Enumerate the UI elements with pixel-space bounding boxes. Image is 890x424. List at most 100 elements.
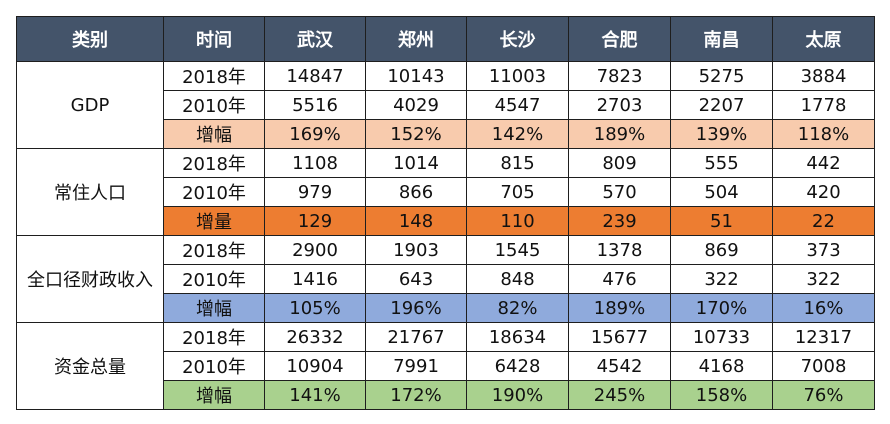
value-cell: 1545 — [466, 235, 569, 265]
growth-row: 增幅 169% 152% 142% 189% 139% 118% — [17, 119, 875, 149]
value-cell: 555 — [670, 148, 773, 178]
value-cell: 848 — [466, 264, 569, 294]
period-cell: 2018年 — [163, 148, 265, 178]
value-cell: 5516 — [264, 90, 366, 120]
growth-cell: 139% — [670, 119, 773, 149]
growth-cell: 190% — [466, 380, 569, 410]
growth-row: 增幅 105% 196% 82% 189% 170% 16% — [17, 293, 875, 323]
header-city: 合肥 — [568, 16, 671, 62]
table-row: 资金总量 2018年 26332 21767 18634 15677 10733… — [16, 322, 875, 410]
growth-cell: 148 — [365, 206, 467, 236]
value-cell: 1903 — [365, 235, 467, 265]
value-cell: 420 — [772, 177, 875, 207]
growth-cell: 22 — [772, 206, 875, 236]
header-row: 类别 时间 武汉 郑州 长沙 合肥 南昌 太原 — [16, 16, 875, 62]
value-cell: 4029 — [365, 90, 467, 120]
table-row: 2010年 5516 4029 4547 2703 2207 1778 — [17, 90, 875, 120]
value-cell: 373 — [772, 235, 875, 265]
header-city: 郑州 — [365, 16, 467, 62]
value-cell: 3884 — [772, 61, 875, 91]
period-cell: 2018年 — [163, 322, 265, 352]
value-cell: 10904 — [264, 351, 366, 381]
growth-cell: 189% — [568, 293, 671, 323]
value-cell: 18634 — [466, 322, 569, 352]
value-cell: 643 — [365, 264, 467, 294]
value-cell: 4542 — [568, 351, 671, 381]
value-cell: 442 — [772, 148, 875, 178]
value-cell: 2703 — [568, 90, 671, 120]
table-row: 全口径财政收入 2018年 2900 1903 1545 1378 869 37… — [16, 235, 875, 323]
growth-cell: 16% — [772, 293, 875, 323]
growth-cell: 169% — [264, 119, 366, 149]
growth-cell: 129 — [264, 206, 366, 236]
header-city: 长沙 — [466, 16, 569, 62]
value-cell: 26332 — [264, 322, 366, 352]
growth-cell: 142% — [466, 119, 569, 149]
value-cell: 705 — [466, 177, 569, 207]
value-cell: 12317 — [772, 322, 875, 352]
value-cell: 869 — [670, 235, 773, 265]
growth-cell: 196% — [365, 293, 467, 323]
period-cell: 2010年 — [163, 90, 265, 120]
growth-cell: 105% — [264, 293, 366, 323]
value-cell: 7823 — [568, 61, 671, 91]
period-cell: 2018年 — [163, 235, 265, 265]
growth-cell: 51 — [670, 206, 773, 236]
growth-cell: 158% — [670, 380, 773, 410]
growth-cell: 239 — [568, 206, 671, 236]
header-category: 类别 — [16, 16, 164, 62]
growth-cell: 245% — [568, 380, 671, 410]
value-cell: 10733 — [670, 322, 773, 352]
value-cell: 570 — [568, 177, 671, 207]
growth-cell: 172% — [365, 380, 467, 410]
table-row: GDP 2018年 14847 10143 11003 7823 5275 38… — [16, 61, 875, 149]
value-cell: 7991 — [365, 351, 467, 381]
growth-row: 增幅 141% 172% 190% 245% 158% 76% — [17, 380, 875, 410]
value-cell: 866 — [365, 177, 467, 207]
period-cell: 增幅 — [163, 293, 265, 323]
value-cell: 322 — [670, 264, 773, 294]
period-cell: 增幅 — [163, 119, 265, 149]
table-row: 2010年 979 866 705 570 504 420 — [17, 177, 875, 207]
value-cell: 1378 — [568, 235, 671, 265]
period-cell: 2010年 — [163, 177, 265, 207]
value-cell: 979 — [264, 177, 366, 207]
value-cell: 476 — [568, 264, 671, 294]
value-cell: 322 — [772, 264, 875, 294]
value-cell: 1014 — [365, 148, 467, 178]
table-row: 2010年 10904 7991 6428 4542 4168 7008 — [17, 351, 875, 381]
growth-cell: 152% — [365, 119, 467, 149]
value-cell: 815 — [466, 148, 569, 178]
table-row: 2010年 1416 643 848 476 322 322 — [17, 264, 875, 294]
value-cell: 6428 — [466, 351, 569, 381]
period-cell: 增量 — [163, 206, 265, 236]
header-city: 武汉 — [264, 16, 366, 62]
city-comparison-table: 类别 时间 武汉 郑州 长沙 合肥 南昌 太原 GDP 2018年 14847 … — [16, 16, 875, 410]
value-cell: 7008 — [772, 351, 875, 381]
period-cell: 增幅 — [163, 380, 265, 410]
value-cell: 10143 — [365, 61, 467, 91]
value-cell: 5275 — [670, 61, 773, 91]
growth-cell: 170% — [670, 293, 773, 323]
value-cell: 1108 — [264, 148, 366, 178]
header-city: 太原 — [772, 16, 875, 62]
value-cell: 504 — [670, 177, 773, 207]
value-cell: 809 — [568, 148, 671, 178]
growth-cell: 141% — [264, 380, 366, 410]
growth-cell: 110 — [466, 206, 569, 236]
table-row: 常住人口 2018年 1108 1014 815 809 555 442 — [16, 148, 875, 236]
growth-cell: 189% — [568, 119, 671, 149]
category-label: 常住人口 — [16, 148, 164, 236]
value-cell: 15677 — [568, 322, 671, 352]
category-label: GDP — [16, 61, 164, 149]
header-period: 时间 — [163, 16, 265, 62]
category-label: 全口径财政收入 — [16, 235, 164, 323]
period-cell: 2018年 — [163, 61, 265, 91]
period-cell: 2010年 — [163, 264, 265, 294]
period-cell: 2010年 — [163, 351, 265, 381]
value-cell: 2900 — [264, 235, 366, 265]
growth-cell: 118% — [772, 119, 875, 149]
growth-cell: 82% — [466, 293, 569, 323]
value-cell: 1416 — [264, 264, 366, 294]
value-cell: 4547 — [466, 90, 569, 120]
